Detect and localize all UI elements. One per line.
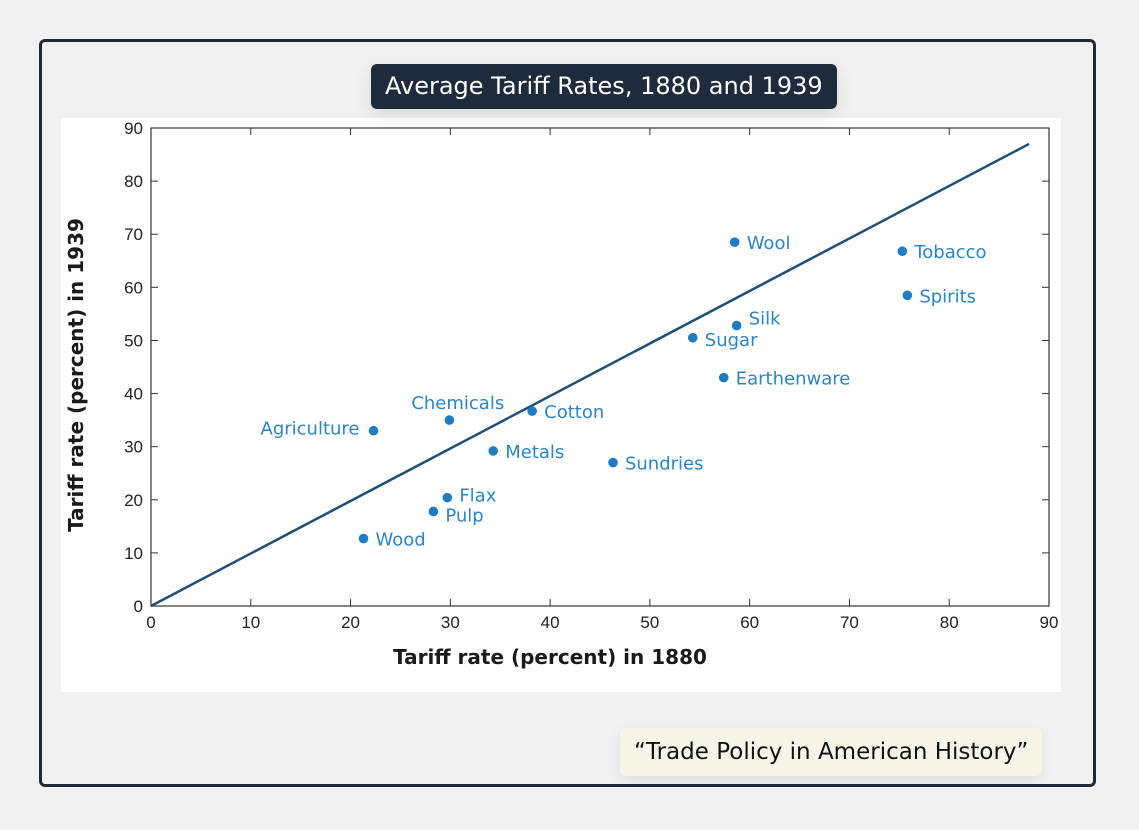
point-tobacco [897,246,908,257]
x-tick-label: 90 [1040,613,1059,632]
point-chemicals [444,415,455,425]
point-label-wood: Wood [376,530,426,551]
point-label-sugar: Sugar [705,330,758,351]
y-tick-label: 50 [124,331,143,350]
point-label-silk: Silk [749,309,781,330]
point-pulp [428,506,439,517]
point-label-pulp: Pulp [445,505,483,526]
y-axis-label: Tariff rate (percent) in 1939 [64,218,88,532]
point-sundries [608,457,618,468]
source-caption: “Trade Policy in American History” [620,728,1043,776]
point-wood [358,533,369,544]
y-tick-label: 0 [134,597,143,616]
point-sugar [687,332,698,343]
point-label-chemicals: Chemicals [411,393,504,414]
point-metals [488,446,499,456]
chart-title: Average Tariff Rates, 1880 and 1939 [371,64,837,109]
x-tick-label: 20 [341,613,360,632]
point-label-metals: Metals [505,442,564,463]
x-tick-label: 70 [840,613,859,632]
point-label-sundries: Sundries [625,454,704,475]
y-tick-label: 90 [124,119,143,138]
point-label-tobacco: Tobacco [913,242,986,263]
y-tick-label: 80 [124,172,143,191]
point-label-flax: Flax [459,486,496,507]
point-silk [731,320,742,331]
point-flax [442,492,453,503]
point-label-spirits: Spirits [919,286,976,307]
point-earthenware [718,372,729,383]
x-tick-label: 80 [940,613,959,632]
y-tick-label: 40 [124,385,143,404]
y-tick-label: 70 [124,225,143,244]
y-tick-label: 10 [124,544,143,563]
x-tick-label: 0 [146,613,155,632]
point-spirits [902,290,913,301]
x-tick-label: 60 [740,613,759,632]
plot-frame [150,127,1050,607]
y-tick-label: 30 [124,438,143,457]
x-tick-label: 50 [640,613,659,632]
x-tick-label: 10 [241,613,260,632]
chart-area: 0 10 20 30 40 50 60 70 80 90 0 10 20 30 40 50 60 70 80 90 Ta… [61,118,1061,692]
reference-line [150,142,1030,608]
point-label-wool: Wool [747,233,791,254]
x-tick-label: 40 [541,613,560,632]
point-wool [729,237,740,247]
point-label-cotton: Cotton [544,402,604,423]
y-tick-label: 20 [124,491,143,510]
point-agriculture [368,425,379,436]
x-tick-label: 30 [441,613,460,632]
point-label-agriculture: Agriculture [261,419,360,440]
point-cotton [527,406,537,416]
x-axis-label: Tariff rate (percent) in 1880 [393,645,707,669]
point-label-earthenware: Earthenware [736,369,851,390]
y-tick-label: 60 [124,278,143,297]
scatter-chart: 0 10 20 30 40 50 60 70 80 90 0 10 20 30 40 50 60 70 80 90 Ta… [64,119,1059,669]
